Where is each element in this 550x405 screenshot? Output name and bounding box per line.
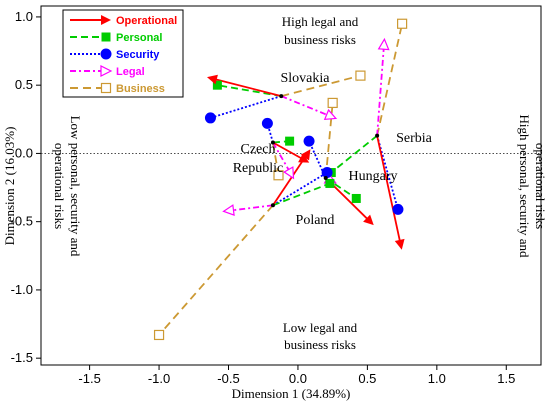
marker-personal xyxy=(351,193,361,203)
y-tick-label: -1.0 xyxy=(11,282,33,297)
spoke-business xyxy=(272,142,280,176)
legend-marker-legal xyxy=(100,65,113,77)
annotation-bottom-line1: Low legal and xyxy=(283,320,358,335)
annotation-bottom-line2: business risks xyxy=(284,337,356,352)
spoke-business xyxy=(281,74,361,97)
x-tick-label: 0.0 xyxy=(289,371,307,386)
legend-label-operational: Operational xyxy=(116,15,177,27)
y-tick-label: -0.5 xyxy=(11,214,33,229)
centroid-point xyxy=(270,203,275,208)
marker-business xyxy=(355,70,366,81)
spoke-legal xyxy=(376,44,385,136)
spoke-operational xyxy=(211,77,282,97)
plot-frame xyxy=(40,5,542,366)
marker-security xyxy=(204,112,216,124)
spoke-security xyxy=(308,140,327,179)
spoke-security xyxy=(272,171,328,207)
marker-personal xyxy=(212,80,222,90)
annotation-left-line2: Low personal, security and xyxy=(68,116,83,257)
marker-operational xyxy=(300,149,311,161)
country-label: Serbia xyxy=(396,131,433,146)
x-axis-title: Dimension 1 (34.89%) xyxy=(232,386,351,401)
spoke-business xyxy=(376,23,403,136)
annotation-top-line2: business risks xyxy=(284,32,356,47)
marker-security xyxy=(392,203,404,215)
spoke-operational xyxy=(272,141,306,162)
spoke-operational xyxy=(376,135,402,246)
x-tick-label: -1.0 xyxy=(148,371,170,386)
marker-security xyxy=(303,135,315,147)
y-tick-label: 1.0 xyxy=(15,9,33,24)
x-tick-label: 0.5 xyxy=(358,371,376,386)
marker-operational xyxy=(298,153,310,163)
centroid-point xyxy=(279,94,284,99)
country-label: Czech xyxy=(241,142,276,157)
y-tick-label: 0.0 xyxy=(15,145,33,160)
spoke-legal xyxy=(280,95,332,118)
spoke-personal xyxy=(330,134,378,174)
legend: Operational Personal Security Legal Business xyxy=(62,9,184,98)
annotation-top-line1: High legal and xyxy=(282,14,359,29)
x-tick-label: -1.5 xyxy=(78,371,100,386)
marker-legal xyxy=(222,204,235,216)
marker-operational xyxy=(206,74,218,85)
legend-label-security: Security xyxy=(116,49,160,61)
centroid-point xyxy=(323,175,328,180)
marker-legal xyxy=(323,108,338,120)
spoke-legal xyxy=(272,142,292,175)
country-label: Slovakia xyxy=(281,71,331,86)
country-centroids xyxy=(270,94,380,208)
country-labels: Slovakia Czech Republic Serbia Hungary Poland xyxy=(233,71,433,228)
marker-personal xyxy=(325,178,335,188)
legend-label-business: Business xyxy=(116,83,165,95)
marker-business xyxy=(327,97,338,109)
legend-marker-operational xyxy=(101,15,111,25)
country-label: Poland xyxy=(296,213,335,228)
marker-business xyxy=(273,170,284,181)
annotation-left-line1: operational risks xyxy=(52,143,67,229)
annotation-right-line2: operational risks xyxy=(533,143,548,229)
centroid-point xyxy=(375,133,380,138)
category-markers xyxy=(153,18,408,341)
y-tick-label: 0.5 xyxy=(15,77,33,92)
legend-marker-business xyxy=(100,82,112,94)
marker-legal xyxy=(377,37,390,51)
marker-business xyxy=(397,18,408,29)
spoke-business xyxy=(158,204,274,336)
centroid-point xyxy=(270,140,275,145)
spoke-legal xyxy=(228,204,274,212)
y-axis-title: Dimension 2 (16.03%) xyxy=(2,127,17,246)
marker-security xyxy=(321,167,333,179)
legend-marker-security xyxy=(100,48,112,60)
marker-operational xyxy=(363,214,374,226)
spoke-security xyxy=(210,95,282,119)
marker-personal xyxy=(285,136,295,146)
country-label: Republic xyxy=(233,161,284,176)
marker-business xyxy=(153,329,165,341)
legend-label-personal: Personal xyxy=(116,32,162,44)
marker-operational xyxy=(394,238,405,250)
x-tick-label: 1.0 xyxy=(428,371,446,386)
x-tick-label: -0.5 xyxy=(217,371,239,386)
annotation-right-line1: High personal, security and xyxy=(517,115,532,258)
marker-security xyxy=(261,117,273,129)
x-tick-label: 1.5 xyxy=(497,371,515,386)
legend-marker-personal xyxy=(101,32,111,42)
marker-legal xyxy=(283,166,295,180)
axis-ticks: -1.5 -1.0 -0.5 0.0 0.5 1.0 1.5 -1.5 -1.0 -0.5 0.0 0… xyxy=(11,9,516,386)
legend-label-legal: Legal xyxy=(116,66,145,78)
y-tick-label: -1.5 xyxy=(11,350,33,365)
spoke-personal xyxy=(272,182,331,207)
country-label: Hungary xyxy=(349,169,398,184)
